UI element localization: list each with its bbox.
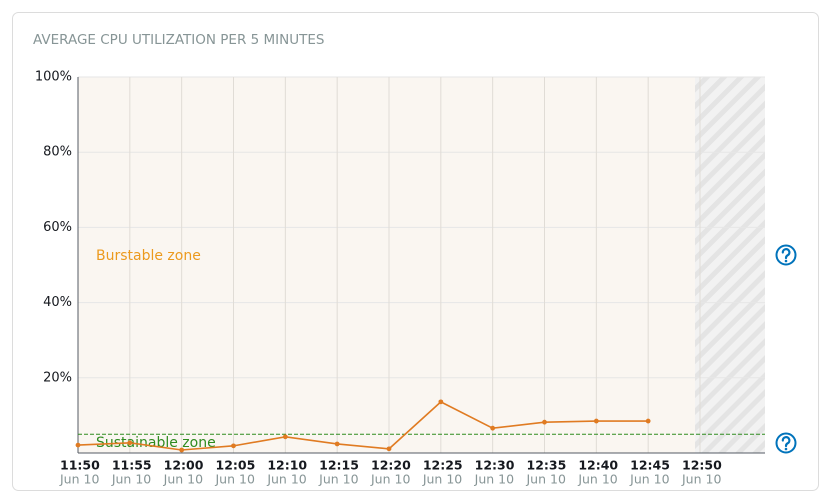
x-tick-date: Jun 10 (577, 472, 617, 487)
x-tick-date: Jun 10 (111, 472, 151, 487)
x-tick-date: Jun 10 (163, 472, 203, 487)
zone-label: Sustainable zone (96, 435, 216, 451)
x-tick-label: 12:30 (475, 458, 515, 473)
y-tick-label: 40% (43, 295, 72, 310)
x-tick-date: Jun 10 (59, 472, 99, 487)
x-tick-label: 11:50 (60, 458, 100, 473)
future-region (695, 77, 765, 453)
data-point (231, 443, 236, 449)
x-tick-label: 12:50 (682, 458, 722, 473)
x-tick-label: 12:45 (630, 458, 670, 473)
data-point (179, 447, 185, 453)
x-tick-date: Jun 10 (215, 472, 255, 487)
data-point (542, 419, 547, 425)
data-point (334, 441, 340, 447)
data-point (282, 434, 288, 440)
x-tick-label: 12:05 (216, 458, 256, 473)
data-point (75, 442, 81, 448)
x-tick-label: 12:20 (371, 458, 411, 473)
data-point (386, 446, 392, 452)
x-tick-label: 12:15 (319, 458, 359, 473)
x-tick-date: Jun 10 (681, 472, 721, 487)
y-tick-label: 20% (43, 370, 72, 385)
data-point (593, 418, 599, 424)
chart-title: AVERAGE CPU UTILIZATION PER 5 MINUTES (33, 32, 324, 48)
x-tick-date: Jun 10 (422, 472, 462, 487)
x-tick-date: Jun 10 (266, 472, 306, 487)
zone-label: Burstable zone (96, 248, 201, 264)
x-tick-label: 12:10 (267, 458, 307, 473)
x-tick-date: Jun 10 (629, 472, 669, 487)
x-tick-label: 11:55 (112, 458, 152, 473)
x-tick-label: 12:35 (527, 458, 567, 473)
data-point (645, 418, 651, 424)
x-tick-date: Jun 10 (370, 472, 410, 487)
plot-area (78, 77, 695, 453)
x-tick-label: 12:40 (578, 458, 618, 473)
data-point (127, 440, 133, 446)
data-point (490, 425, 496, 431)
help-icon[interactable] (775, 432, 797, 454)
x-tick-date: Jun 10 (526, 472, 566, 487)
x-tick-date: Jun 10 (318, 472, 358, 487)
x-tick-date: Jun 10 (474, 472, 514, 487)
data-point (438, 399, 444, 405)
series-line (77, 400, 649, 451)
x-tick-label: 12:25 (423, 458, 463, 473)
help-icon[interactable] (775, 244, 797, 266)
y-tick-label: 100% (35, 70, 72, 85)
y-tick-label: 80% (43, 145, 72, 160)
x-tick-label: 12:00 (164, 458, 204, 473)
y-tick-label: 60% (43, 220, 72, 235)
